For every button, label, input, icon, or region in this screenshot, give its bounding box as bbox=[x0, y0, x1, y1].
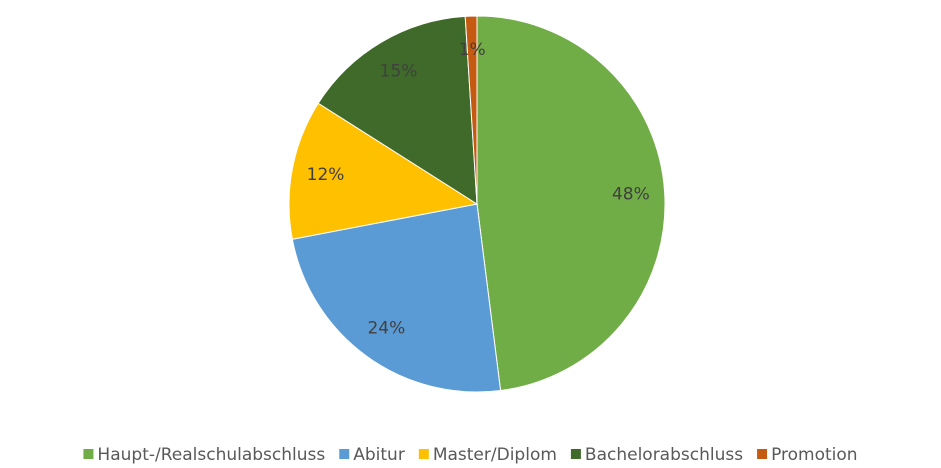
data-label: 48% bbox=[612, 184, 650, 204]
data-label: 24% bbox=[367, 319, 405, 339]
data-label: 1% bbox=[459, 40, 486, 60]
pie-slice bbox=[317, 15, 478, 205]
legend-swatch bbox=[83, 449, 94, 459]
pie-slice bbox=[464, 15, 478, 205]
data-label: 15% bbox=[380, 61, 418, 81]
legend-label: Haupt-/Realschulabschluss bbox=[97, 445, 325, 465]
legend-label: Promotion bbox=[771, 445, 858, 465]
legend-label: Bachelorabschluss bbox=[585, 445, 743, 465]
legend-swatch bbox=[570, 449, 581, 459]
pie-slice bbox=[288, 102, 479, 240]
legend-swatch bbox=[339, 449, 350, 459]
pie-slice bbox=[476, 15, 666, 392]
legend-swatch bbox=[757, 449, 768, 459]
data-label: 12% bbox=[307, 165, 345, 185]
legend-label: Master/Diplom bbox=[433, 445, 557, 465]
legend-swatch bbox=[418, 449, 429, 459]
legend-label: Abitur bbox=[353, 445, 405, 465]
pie-slice bbox=[291, 203, 502, 393]
